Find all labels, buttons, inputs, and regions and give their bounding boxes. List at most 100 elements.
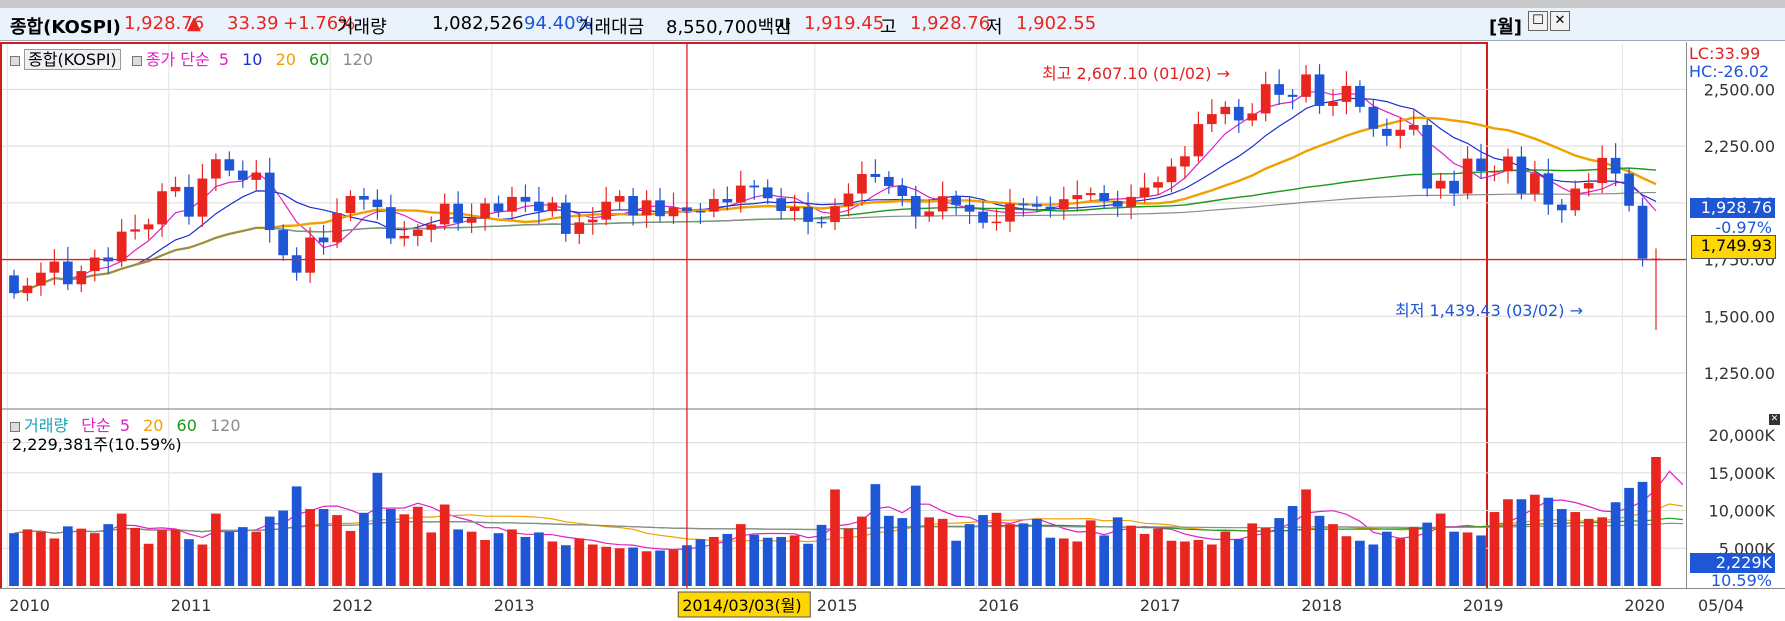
candle-body[interactable]: [735, 185, 746, 203]
volume-bar[interactable]: [1516, 499, 1527, 586]
candle-body[interactable]: [1328, 101, 1338, 106]
candle-body[interactable]: [1193, 124, 1204, 157]
candle-body[interactable]: [1274, 84, 1284, 95]
volume-bar[interactable]: [776, 536, 787, 586]
candle-body[interactable]: [1597, 157, 1608, 184]
volume-bar[interactable]: [224, 531, 235, 586]
volume-bar[interactable]: [1422, 522, 1433, 586]
candle-body[interactable]: [628, 196, 638, 216]
volume-bar[interactable]: [1395, 538, 1406, 586]
candle-body[interactable]: [278, 230, 289, 256]
volume-bar[interactable]: [830, 489, 840, 586]
candle-body[interactable]: [264, 172, 275, 231]
candle-body[interactable]: [1018, 203, 1029, 206]
volume-bar[interactable]: [560, 545, 571, 586]
volume-bar[interactable]: [22, 529, 33, 586]
candle-body[interactable]: [668, 207, 679, 217]
volume-bar[interactable]: [816, 524, 827, 586]
volume-bar[interactable]: [197, 544, 208, 587]
volume-bar[interactable]: [1462, 532, 1473, 586]
candle-body[interactable]: [816, 221, 827, 224]
candle-body[interactable]: [62, 261, 73, 285]
volume-bar[interactable]: [614, 548, 625, 586]
candle-body[interactable]: [695, 210, 706, 213]
candle-body[interactable]: [789, 207, 800, 211]
candle-body[interactable]: [493, 203, 504, 212]
volume-bar[interactable]: [1449, 531, 1459, 586]
volume-bar[interactable]: [305, 509, 315, 586]
candle-body[interactable]: [291, 255, 302, 273]
volume-bar[interactable]: [520, 536, 531, 586]
legend-box-icon[interactable]: [10, 55, 20, 66]
candle-body[interactable]: [22, 285, 33, 294]
volume-bar[interactable]: [9, 533, 19, 586]
volume-bar[interactable]: [735, 524, 746, 586]
volume-bar[interactable]: [749, 534, 760, 586]
candle-body[interactable]: [359, 196, 369, 200]
candle-body[interactable]: [1045, 206, 1056, 210]
candle-body[interactable]: [1395, 129, 1406, 136]
candle-body[interactable]: [722, 198, 733, 203]
volume-bar[interactable]: [1530, 494, 1540, 586]
volume-bar[interactable]: [964, 524, 975, 586]
volume-bar[interactable]: [345, 530, 356, 586]
volume-bar[interactable]: [1153, 528, 1163, 586]
candle-body[interactable]: [1422, 124, 1433, 189]
volume-bar[interactable]: [116, 513, 127, 586]
candle-body[interactable]: [1072, 195, 1083, 200]
candle-body[interactable]: [978, 211, 988, 223]
candle-body[interactable]: [318, 237, 329, 243]
candle-body[interactable]: [1112, 200, 1123, 207]
candle-body[interactable]: [937, 196, 948, 212]
volume-bar[interactable]: [1651, 456, 1661, 586]
candle-body[interactable]: [1099, 193, 1110, 201]
candle-body[interactable]: [1247, 113, 1258, 121]
candle-body[interactable]: [453, 203, 463, 223]
candle-body[interactable]: [641, 200, 652, 216]
volume-bar[interactable]: [1408, 527, 1419, 586]
candle-body[interactable]: [1139, 187, 1150, 197]
candle-body[interactable]: [170, 186, 181, 192]
candle-body[interactable]: [1207, 114, 1217, 125]
candle-body[interactable]: [211, 159, 221, 179]
volume-bar[interactable]: [1610, 502, 1621, 586]
candle-body[interactable]: [1341, 85, 1352, 102]
volume-bar[interactable]: [1435, 513, 1446, 586]
volume-bar[interactable]: [1583, 518, 1594, 586]
candle-body[interactable]: [480, 203, 490, 219]
candle-body[interactable]: [560, 202, 571, 234]
volume-bar[interactable]: [1085, 520, 1096, 586]
volume-bar[interactable]: [1058, 538, 1069, 586]
candle-body[interactable]: [224, 159, 235, 171]
candle-body[interactable]: [1408, 124, 1419, 130]
candle-body[interactable]: [1085, 193, 1096, 196]
volume-bar[interactable]: [251, 531, 262, 586]
volume-bar[interactable]: [49, 538, 60, 586]
volume-bar[interactable]: [36, 531, 46, 586]
maximize-icon[interactable]: ☐: [1528, 11, 1548, 31]
volume-bar[interactable]: [1099, 535, 1110, 586]
candle-body[interactable]: [345, 196, 356, 214]
volume-bar[interactable]: [1341, 536, 1352, 586]
panel-close-icon[interactable]: ✕: [1769, 414, 1780, 425]
candle-body[interactable]: [883, 176, 894, 187]
candle-body[interactable]: [399, 235, 410, 239]
candle-body[interactable]: [1260, 84, 1271, 114]
volume-bar[interactable]: [1139, 533, 1150, 586]
legend-box-icon[interactable]: [131, 55, 142, 66]
candle-body[interactable]: [89, 257, 100, 272]
volume-bar[interactable]: [264, 516, 275, 586]
candle-body[interactable]: [439, 203, 450, 225]
volume-bar[interactable]: [170, 529, 181, 586]
volume-bar[interactable]: [1503, 499, 1513, 586]
candle-body[interactable]: [709, 198, 719, 212]
candle-body[interactable]: [251, 172, 262, 180]
volume-bar[interactable]: [655, 550, 665, 586]
candle-body[interactable]: [76, 271, 87, 285]
volume-bar[interactable]: [386, 509, 396, 586]
candle-body[interactable]: [1355, 85, 1365, 107]
volume-bar[interactable]: [1637, 481, 1648, 586]
volume-bar[interactable]: [762, 537, 773, 586]
volume-bar[interactable]: [1355, 540, 1365, 586]
candle-body[interactable]: [601, 201, 612, 220]
